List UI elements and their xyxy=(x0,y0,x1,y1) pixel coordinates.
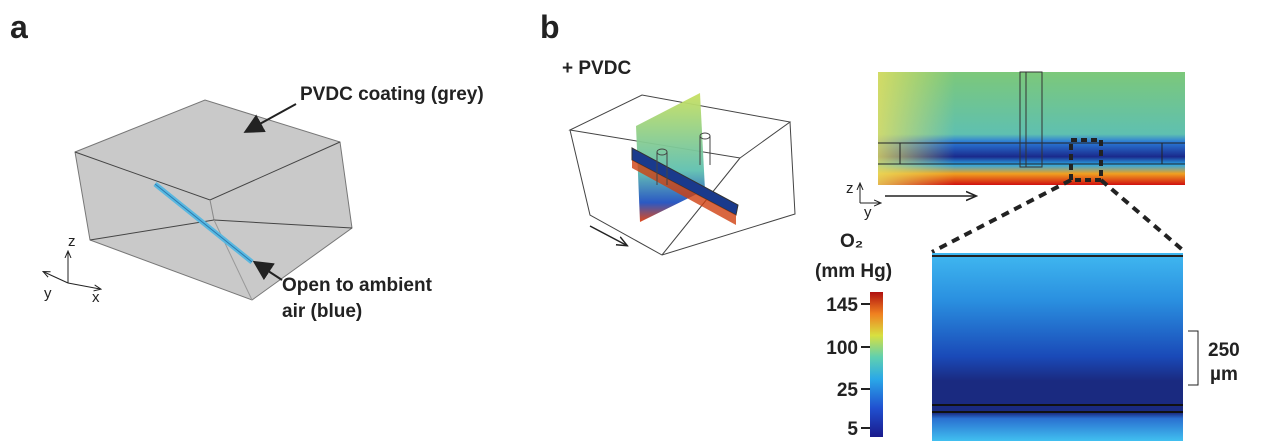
scale-label: 250 xyxy=(1208,340,1240,361)
annotation: air (blue) xyxy=(282,301,362,322)
axis-label: z xyxy=(846,180,854,197)
condition-label: + PVDC xyxy=(562,58,631,79)
axis-label: z xyxy=(68,233,76,250)
zoom-view xyxy=(932,253,1198,441)
colorbar-tick-label: 25 xyxy=(837,380,859,401)
scale-label: µm xyxy=(1210,364,1238,385)
colorbar-tick-label: 145 xyxy=(826,295,858,316)
pvdc-box xyxy=(75,100,352,300)
colorbar-tick-label: 5 xyxy=(847,419,858,440)
colorbar-ticks: 145 100 25 5 xyxy=(826,295,870,440)
panel-label: b xyxy=(540,9,560,45)
annotation: PVDC coating (grey) xyxy=(300,84,484,105)
colorbar-title: O₂ xyxy=(840,231,863,252)
axis-label: y xyxy=(44,285,52,302)
colorbar-title: (mm Hg) xyxy=(815,261,892,282)
panel-label: a xyxy=(10,9,28,45)
device-3d xyxy=(570,93,795,255)
axis-label: y xyxy=(864,204,872,221)
colorbar-tick-label: 100 xyxy=(826,338,858,359)
annotation: Open to ambient xyxy=(282,275,433,296)
figure: a PVDC coating (grey) Open to ambient ai… xyxy=(0,0,1261,441)
axes-triad: z y x xyxy=(44,233,100,306)
colorbar xyxy=(870,292,883,437)
cross-section: z y xyxy=(846,72,1185,252)
axis-label: x xyxy=(92,289,100,306)
